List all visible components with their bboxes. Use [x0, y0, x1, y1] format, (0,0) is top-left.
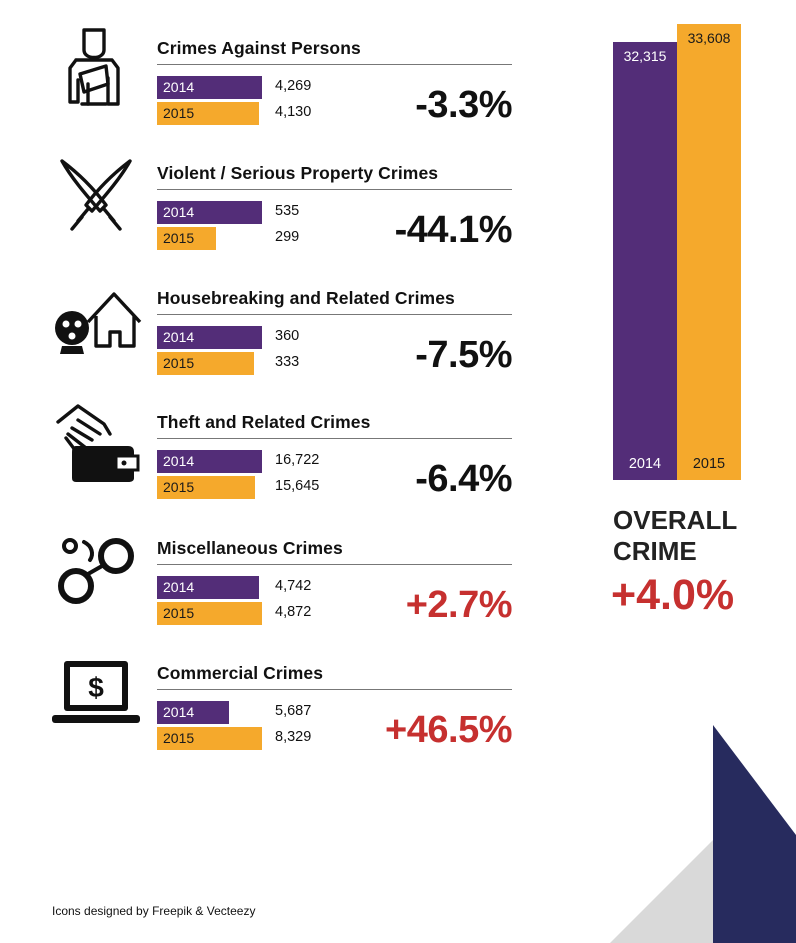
value-2014: 360 — [275, 328, 300, 344]
decorative-corner-shape — [610, 725, 796, 943]
overall-year-2015: 2015 — [692, 456, 726, 472]
category-panel: Housebreaking and Related Crimes 2014 2015… — [0, 270, 530, 395]
category-panel: $ Commercial Crimes 2014 2015 5,687 8,329 +46.… — [0, 645, 530, 770]
value-2015: 4,872 — [275, 604, 312, 620]
category-panel: Theft and Related Crimes 2014 2015 16,722 15… — [0, 394, 530, 519]
category-divider — [157, 64, 512, 65]
bar-2015: 2015 — [157, 352, 254, 375]
injured-person-icon — [48, 20, 144, 116]
bar-2015: 2015 — [157, 476, 255, 499]
bar-2014: 2014 — [157, 326, 262, 349]
masked-burglar-house-icon — [48, 270, 144, 366]
bar-2015-label: 2015 — [163, 479, 195, 495]
percent-change: -3.3% — [415, 84, 512, 126]
bar-2014: 2014 — [157, 76, 262, 99]
percent-change: -7.5% — [415, 334, 512, 376]
overall-bar-2014: 32,315 2014 — [613, 42, 677, 480]
category-panel: Crimes Against Persons 2014 2015 4,269 4,130… — [0, 20, 530, 145]
percent-change: +46.5% — [385, 709, 512, 751]
overall-value-2014: 32,315 — [623, 48, 667, 64]
value-2015: 4,130 — [275, 104, 312, 120]
category-divider — [157, 438, 512, 439]
value-2015: 8,329 — [275, 729, 312, 745]
category-title: Violent / Serious Property Crimes — [157, 163, 439, 183]
bar-2014-label: 2014 — [163, 79, 195, 95]
value-2014: 16,722 — [275, 452, 320, 468]
bar-2014-label: 2014 — [163, 204, 195, 220]
bar-2014: 2014 — [157, 701, 229, 724]
category-title: Commercial Crimes — [157, 663, 324, 683]
bar-2015-label: 2015 — [163, 605, 195, 621]
percent-change: -6.4% — [415, 458, 512, 500]
overall-year-2014: 2014 — [628, 456, 662, 472]
overall-crime-chart: 32,315 2014 33,608 2015 — [613, 24, 743, 480]
value-2014: 4,269 — [275, 78, 312, 94]
overall-crime-title-line-1: OVERALL — [613, 505, 738, 535]
value-2015: 333 — [275, 354, 300, 370]
overall-change: +4.0% — [611, 571, 735, 619]
category-panel: Violent / Serious Property Crimes 2014 201… — [0, 145, 530, 270]
bar-2014-label: 2014 — [163, 704, 195, 720]
bar-2015: 2015 — [157, 227, 216, 250]
bar-2015-label: 2015 — [163, 230, 195, 246]
bar-2014: 2014 — [157, 201, 262, 224]
bar-2015-label: 2015 — [163, 730, 195, 746]
bar-2014-label: 2014 — [163, 329, 195, 345]
bar-2014: 2014 — [157, 450, 262, 473]
category-panel: Miscellaneous Crimes 2014 2015 4,742 4,872 +2… — [0, 520, 530, 645]
category-title: Housebreaking and Related Crimes — [157, 288, 455, 308]
crossed-knives-icon — [48, 145, 144, 241]
category-divider — [157, 314, 512, 315]
category-title: Miscellaneous Crimes — [157, 538, 343, 558]
percent-change: +2.7% — [405, 584, 513, 626]
hand-stealing-wallet-icon — [48, 394, 144, 490]
category-title: Theft and Related Crimes — [157, 412, 371, 432]
bar-2014-label: 2014 — [163, 579, 195, 595]
overall-value-2015: 33,608 — [687, 30, 731, 46]
icon-credit: Icons designed by Freepik & Vecteezy — [52, 904, 256, 918]
category-divider — [157, 689, 512, 690]
bar-2015-label: 2015 — [163, 105, 195, 121]
category-divider — [157, 189, 512, 190]
bar-2015: 2015 — [157, 602, 262, 625]
overall-bar-2015: 33,608 2015 — [677, 24, 741, 480]
value-2015: 299 — [275, 229, 300, 245]
value-2014: 535 — [275, 203, 300, 219]
bar-2014-label: 2014 — [163, 453, 195, 469]
category-divider — [157, 564, 512, 565]
laptop-dollar-icon: $ — [48, 645, 144, 741]
percent-change: -44.1% — [394, 209, 513, 251]
value-2014: 5,687 — [275, 703, 312, 719]
overall-crime-title: OVERALL CRIME — [613, 505, 737, 567]
category-title: Crimes Against Persons — [157, 38, 361, 58]
deco-navy-shape — [713, 725, 796, 943]
svg-text:$: $ — [88, 672, 104, 703]
bar-2015: 2015 — [157, 102, 259, 125]
handcuffs-icon — [48, 520, 144, 616]
deco-grey-shape — [610, 840, 713, 943]
bar-2015: 2015 — [157, 727, 262, 750]
value-2015: 15,645 — [275, 478, 320, 494]
bar-2015-label: 2015 — [163, 355, 195, 371]
bar-2014: 2014 — [157, 576, 259, 599]
value-2014: 4,742 — [275, 578, 312, 594]
overall-crime-title-line-2: CRIME — [613, 536, 697, 566]
